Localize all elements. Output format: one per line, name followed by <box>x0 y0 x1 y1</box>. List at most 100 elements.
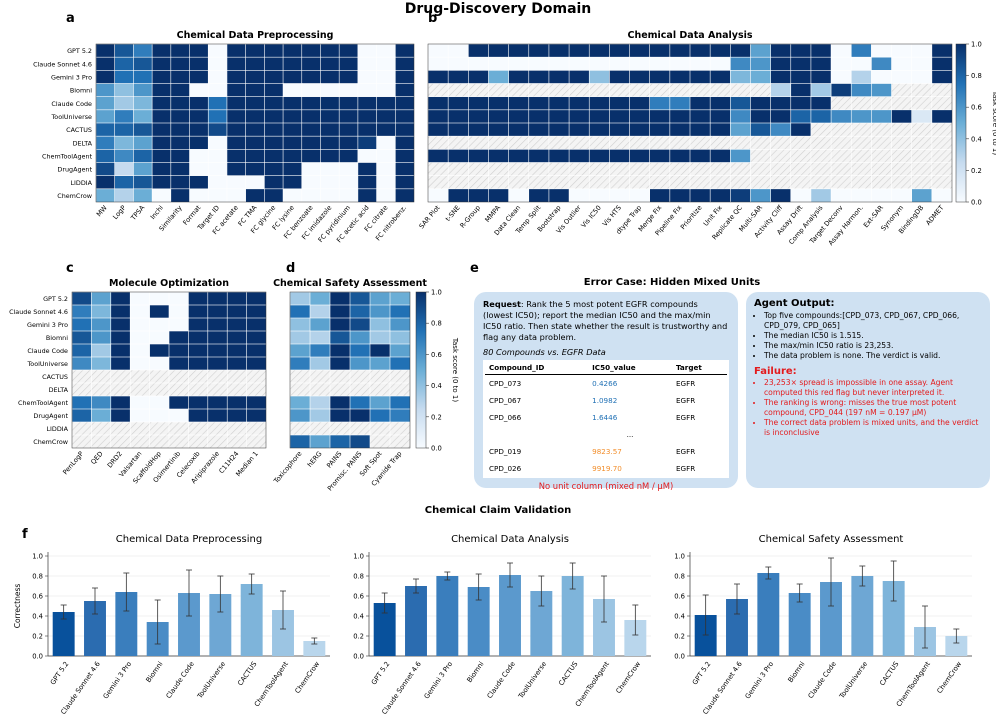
heatmap-cell <box>170 122 191 137</box>
heatmap-cell <box>149 291 170 306</box>
heatmap-cell <box>931 83 953 98</box>
heatmap-cell <box>226 122 247 137</box>
heatmap-cell <box>369 434 391 449</box>
heatmap-cell <box>427 109 449 124</box>
heatmap-cell <box>548 70 570 85</box>
table-cell: CPD_067 <box>489 396 522 405</box>
heatmap-cell <box>730 122 752 137</box>
heatmap-cell <box>709 149 731 164</box>
heatmap-cell <box>207 369 228 384</box>
heatmap-cell <box>110 356 131 371</box>
heatmap-cell <box>329 369 351 384</box>
row-label: Biomni <box>70 87 92 95</box>
row-label: Gemini 3 Pro <box>51 73 92 81</box>
heatmap-cell <box>447 83 469 98</box>
heatmap-cell <box>548 43 570 58</box>
heatmap-cell <box>709 96 731 111</box>
compound-table-wrap: Compound_ID IC50_value Target CPD_073 0.4… <box>483 360 729 478</box>
heatmap-cell <box>170 162 191 177</box>
heatmap-cell <box>91 291 112 306</box>
row-label: LIDDIA <box>46 425 68 433</box>
heatmap-cell <box>588 109 610 124</box>
heatmap-cell <box>329 395 351 410</box>
heatmap-cell <box>548 175 570 190</box>
heatmap-cell <box>357 135 378 150</box>
heatmap-cell <box>911 149 933 164</box>
heatmap-cell <box>149 421 170 436</box>
heatmap-cell <box>110 408 131 423</box>
heatmap-cell <box>528 162 550 177</box>
heatmap-cell <box>629 135 651 150</box>
heatmap-cell <box>289 395 311 410</box>
heatmap-cell <box>394 135 415 150</box>
table-cell: EGFR <box>675 413 696 422</box>
heatmap-cell <box>207 188 228 203</box>
heatmap-cell <box>245 122 265 137</box>
heatmap-cell <box>871 43 893 58</box>
heatmap-cell <box>133 175 153 190</box>
heatmap-cell <box>588 122 610 137</box>
bar <box>373 603 396 656</box>
heatmap-cell <box>911 162 933 177</box>
failure-item: The ranking is wrong: misses the true mo… <box>764 398 982 418</box>
heatmap-cell <box>427 70 449 85</box>
heatmap-cell <box>871 56 893 71</box>
heatmap-cell <box>110 317 131 332</box>
request-bubble: Request: Rank the 5 most potent EGFR com… <box>474 292 738 491</box>
heatmap-cell <box>568 109 590 124</box>
x-tick-label: Biomni <box>465 660 485 684</box>
heatmap-cell <box>149 382 170 397</box>
heatmap-cell <box>289 434 311 449</box>
colorbar-tick-label: 0.4 <box>431 382 442 390</box>
bar-chart: f Chemical Data Preprocessing 0.0 0.2 0.4 0.6… <box>13 527 330 716</box>
agent-output-item: Top five compounds:[CPD_073, CPD_067, CP… <box>764 311 982 331</box>
heatmap-cell <box>170 175 191 190</box>
heatmap-cell <box>188 382 209 397</box>
heatmap-cell <box>91 343 112 358</box>
heatmap-cell <box>629 83 651 98</box>
heatmap-cell <box>207 135 228 150</box>
heatmap-cell <box>246 369 267 384</box>
heatmap-cell <box>349 304 371 319</box>
heatmap-cell <box>468 56 490 71</box>
heatmap-cell <box>338 83 359 98</box>
heatmap-cell <box>114 175 135 190</box>
heatmap-cell <box>149 330 170 345</box>
heatmap-cell <box>871 135 893 150</box>
heatmap-cell <box>394 96 415 111</box>
heatmap-cell <box>649 70 671 85</box>
heatmap-cell <box>389 434 411 449</box>
row-label: DrugAgent <box>57 166 92 174</box>
heatmap-cell <box>609 175 631 190</box>
heatmap-cell <box>891 162 913 177</box>
heatmap-cell <box>71 408 93 423</box>
heatmap-cell <box>151 56 172 71</box>
colorbar-tick-label: 0.0 <box>431 445 442 453</box>
heatmap-cell <box>709 43 731 58</box>
heatmap-c: c Molecule Optimization GPT 5.2 Claude Sonn… <box>9 261 267 485</box>
heatmap-cell <box>338 135 359 150</box>
heatmap-cell <box>468 188 490 203</box>
heatmap-cell <box>226 188 247 203</box>
heatmap-cell <box>369 408 391 423</box>
table-header-id: Compound_ID <box>485 361 589 375</box>
heatmap-frame <box>95 43 415 203</box>
table-cell: 0.4266 <box>592 379 618 388</box>
heatmap-title: Chemical Data Analysis <box>627 30 752 41</box>
heatmap-cell <box>207 83 228 98</box>
heatmap-cell <box>369 395 391 410</box>
heatmap-cell <box>629 56 651 71</box>
heatmap-cell <box>246 408 267 423</box>
heatmap-cell <box>891 83 913 98</box>
heatmap-cell <box>568 56 590 71</box>
heatmap-cell <box>189 188 209 203</box>
heatmap-cell <box>189 109 209 124</box>
heatmap-cell <box>95 56 116 71</box>
heatmap-cell <box>770 162 792 177</box>
heatmap-cell <box>447 70 469 85</box>
heatmap-cell <box>149 317 170 332</box>
heatmap-cell <box>568 135 590 150</box>
heatmap-cell <box>168 291 190 306</box>
heatmap-cell <box>709 162 731 177</box>
heatmap-cell <box>488 96 510 111</box>
